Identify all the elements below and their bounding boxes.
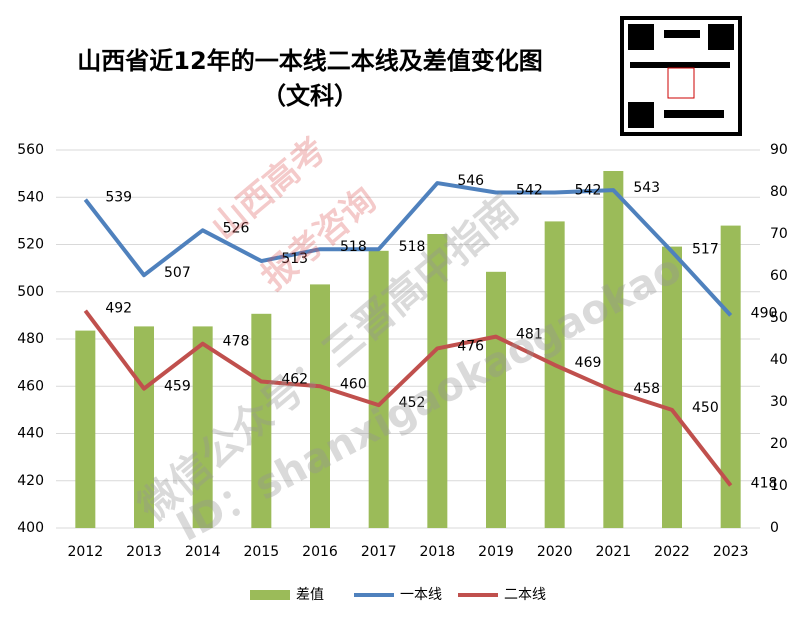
x-tick-label: 2013: [126, 544, 162, 560]
bar: [720, 225, 741, 528]
x-tick-label: 2019: [478, 544, 514, 560]
y-tick-label: 440: [17, 426, 44, 442]
y-tick-label: 460: [17, 378, 44, 394]
bar: [134, 326, 154, 528]
data-label: 481: [516, 327, 543, 343]
bar: [486, 271, 506, 528]
x-tick-label: 2021: [596, 544, 632, 560]
data-label: 526: [223, 220, 250, 236]
data-label: 458: [633, 381, 660, 397]
bar: [603, 171, 624, 528]
bar: [662, 246, 682, 528]
y2-tick-label: 20: [770, 436, 788, 452]
data-label: 507: [164, 265, 191, 281]
data-label: 469: [575, 355, 602, 371]
data-label: 518: [340, 239, 367, 255]
legend-swatch: [250, 590, 290, 600]
x-tick-label: 2014: [185, 544, 221, 560]
y2-tick-label: 80: [770, 184, 788, 200]
data-label: 543: [633, 180, 660, 196]
y-tick-label: 420: [17, 473, 44, 489]
qr-code: [620, 16, 742, 136]
data-label: 518: [399, 239, 426, 255]
line: [83, 181, 733, 317]
line: [83, 309, 733, 487]
data-label: 459: [164, 379, 191, 395]
x-tick-label: 2015: [244, 544, 280, 560]
legend-label: 一本线: [400, 587, 442, 603]
y-tick-label: 540: [17, 189, 44, 205]
bar: [192, 326, 213, 528]
legend-label: 差值: [296, 587, 324, 603]
data-label: 418: [751, 475, 778, 491]
y-tick-label: 520: [17, 237, 44, 253]
x-tick-label: 2016: [302, 544, 338, 560]
data-label: 452: [399, 395, 426, 411]
y-tick-label: 560: [17, 142, 44, 158]
bar: [251, 313, 272, 528]
y2-tick-label: 0: [770, 520, 779, 536]
bar: [544, 221, 565, 528]
data-label: 539: [105, 190, 132, 206]
data-label: 450: [692, 400, 719, 416]
y2-tick-label: 10: [770, 478, 788, 494]
data-label: 478: [223, 334, 250, 350]
data-label: 517: [692, 242, 719, 258]
x-tick-label: 2023: [713, 544, 749, 560]
x-tick-label: 2020: [537, 544, 573, 560]
bar: [310, 284, 330, 528]
data-label: 542: [575, 183, 602, 199]
chart-subtitle: （文科）: [262, 82, 358, 110]
x-tick-label: 2018: [420, 544, 456, 560]
data-label: 542: [516, 183, 543, 199]
data-label: 492: [105, 301, 132, 317]
data-label: 490: [751, 305, 778, 321]
data-label: 476: [457, 338, 484, 354]
data-label: 460: [340, 376, 367, 392]
data-label: 513: [281, 251, 308, 267]
y2-tick-label: 50: [770, 310, 788, 326]
y-tick-label: 480: [17, 331, 44, 347]
x-tick-label: 2012: [68, 544, 104, 560]
y-tick-label: 500: [17, 284, 44, 300]
y2-tick-label: 60: [770, 268, 788, 284]
y2-tick-label: 40: [770, 352, 788, 368]
y2-tick-label: 30: [770, 394, 788, 410]
data-label: 546: [457, 173, 484, 189]
data-label: 462: [281, 372, 308, 388]
y2-tick-label: 70: [770, 226, 788, 242]
x-tick-label: 2017: [361, 544, 397, 560]
y2-tick-label: 90: [770, 142, 788, 158]
chart-title: 山西省近12年的一本线二本线及差值变化图: [77, 47, 542, 75]
bar: [427, 234, 448, 528]
y-tick-label: 400: [17, 520, 44, 536]
x-tick-label: 2022: [654, 544, 690, 560]
bar: [75, 330, 96, 528]
legend-label: 二本线: [504, 587, 546, 603]
bar: [368, 250, 389, 529]
